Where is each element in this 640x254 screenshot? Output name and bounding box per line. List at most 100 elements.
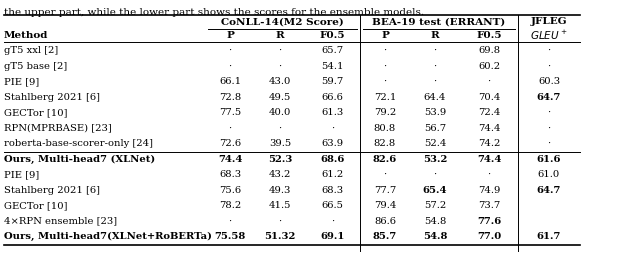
Text: GECTor [10]: GECTor [10] xyxy=(4,108,67,117)
Text: ·: · xyxy=(547,139,550,148)
Text: 74.4: 74.4 xyxy=(218,155,242,164)
Text: 61.6: 61.6 xyxy=(537,155,561,164)
Text: PIE [9]: PIE [9] xyxy=(4,77,39,86)
Text: 77.0: 77.0 xyxy=(477,232,501,241)
Text: ·: · xyxy=(331,217,334,226)
Text: 74.4: 74.4 xyxy=(477,124,500,133)
Text: 69.8: 69.8 xyxy=(478,46,500,55)
Text: GECTor [10]: GECTor [10] xyxy=(4,201,67,210)
Text: 49.3: 49.3 xyxy=(269,186,291,195)
Text: 54.8: 54.8 xyxy=(423,232,447,241)
Text: 54.8: 54.8 xyxy=(424,217,446,226)
Text: RPN(MPRBASE) [23]: RPN(MPRBASE) [23] xyxy=(4,124,112,133)
Text: 77.7: 77.7 xyxy=(374,186,396,195)
Text: 65.7: 65.7 xyxy=(321,46,344,55)
Text: 53.9: 53.9 xyxy=(424,108,446,117)
Text: ·: · xyxy=(547,124,550,133)
Text: 85.7: 85.7 xyxy=(373,232,397,241)
Text: ·: · xyxy=(228,62,232,71)
Text: 61.7: 61.7 xyxy=(537,232,561,241)
Text: 74.4: 74.4 xyxy=(477,155,501,164)
Text: 69.1: 69.1 xyxy=(320,232,345,241)
Text: ·: · xyxy=(547,46,550,55)
Text: 70.4: 70.4 xyxy=(478,93,500,102)
Text: ·: · xyxy=(228,217,232,226)
Text: ·: · xyxy=(278,124,282,133)
Text: JFLEG: JFLEG xyxy=(531,18,567,26)
Text: ·: · xyxy=(383,46,387,55)
Text: 52.3: 52.3 xyxy=(268,155,292,164)
Text: 51.32: 51.32 xyxy=(264,232,296,241)
Text: gT5 xxl [2]: gT5 xxl [2] xyxy=(4,46,58,55)
Text: 72.6: 72.6 xyxy=(219,139,241,148)
Text: 79.4: 79.4 xyxy=(374,201,396,210)
Text: ·: · xyxy=(433,62,436,71)
Text: ·: · xyxy=(547,108,550,117)
Text: 82.8: 82.8 xyxy=(374,139,396,148)
Text: CoNLL-14(M2 Score): CoNLL-14(M2 Score) xyxy=(221,18,344,26)
Text: 79.2: 79.2 xyxy=(374,108,396,117)
Text: 61.0: 61.0 xyxy=(538,170,560,179)
Text: 49.5: 49.5 xyxy=(269,93,291,102)
Text: PIE [9]: PIE [9] xyxy=(4,170,39,179)
Text: R: R xyxy=(276,30,284,40)
Text: F0.5: F0.5 xyxy=(320,30,345,40)
Text: 64.7: 64.7 xyxy=(537,186,561,195)
Text: 66.6: 66.6 xyxy=(321,93,344,102)
Text: 61.3: 61.3 xyxy=(321,108,344,117)
Text: BEA-19 test (ERRANT): BEA-19 test (ERRANT) xyxy=(372,18,506,26)
Text: P: P xyxy=(381,30,389,40)
Text: ·: · xyxy=(488,77,491,86)
Text: 64.7: 64.7 xyxy=(537,93,561,102)
Text: 63.9: 63.9 xyxy=(321,139,344,148)
Text: 4×RPN ensemble [23]: 4×RPN ensemble [23] xyxy=(4,217,117,226)
Text: Stahlberg 2021 [6]: Stahlberg 2021 [6] xyxy=(4,186,100,195)
Text: ·: · xyxy=(228,46,232,55)
Text: 64.4: 64.4 xyxy=(424,93,446,102)
Text: 86.6: 86.6 xyxy=(374,217,396,226)
Text: 72.4: 72.4 xyxy=(478,108,500,117)
Text: 68.3: 68.3 xyxy=(219,170,241,179)
Text: 57.2: 57.2 xyxy=(424,201,446,210)
Text: ·: · xyxy=(331,124,334,133)
Text: ·: · xyxy=(547,62,550,71)
Text: 66.1: 66.1 xyxy=(219,77,241,86)
Text: 41.5: 41.5 xyxy=(269,201,291,210)
Text: 52.4: 52.4 xyxy=(424,139,446,148)
Text: 68.6: 68.6 xyxy=(320,155,345,164)
Text: 43.0: 43.0 xyxy=(269,77,291,86)
Text: the upper part, while the lower part shows the scores for the ensemble models.: the upper part, while the lower part sho… xyxy=(4,8,424,17)
Text: ·: · xyxy=(228,124,232,133)
Text: 78.2: 78.2 xyxy=(219,201,241,210)
Text: 53.2: 53.2 xyxy=(423,155,447,164)
Text: Ours, Multi-head7 (XLNet): Ours, Multi-head7 (XLNet) xyxy=(4,155,156,164)
Text: ·: · xyxy=(383,62,387,71)
Text: F0.5: F0.5 xyxy=(476,30,502,40)
Text: 80.8: 80.8 xyxy=(374,124,396,133)
Text: 65.4: 65.4 xyxy=(423,186,447,195)
Text: 77.6: 77.6 xyxy=(477,217,501,226)
Text: 72.8: 72.8 xyxy=(219,93,241,102)
Text: 77.5: 77.5 xyxy=(219,108,241,117)
Text: ·: · xyxy=(278,217,282,226)
Text: 66.5: 66.5 xyxy=(321,201,344,210)
Text: 40.0: 40.0 xyxy=(269,108,291,117)
Text: $GLEU^+$: $GLEU^+$ xyxy=(531,28,568,42)
Text: Stahlberg 2021 [6]: Stahlberg 2021 [6] xyxy=(4,93,100,102)
Text: 74.2: 74.2 xyxy=(478,139,500,148)
Text: ·: · xyxy=(383,170,387,179)
Text: R: R xyxy=(431,30,440,40)
Text: Method: Method xyxy=(4,30,49,40)
Text: 39.5: 39.5 xyxy=(269,139,291,148)
Text: 74.9: 74.9 xyxy=(478,186,500,195)
Text: 60.3: 60.3 xyxy=(538,77,560,86)
Text: ·: · xyxy=(278,62,282,71)
Text: Ours, Multi-head7(XLNet+RoBERTa): Ours, Multi-head7(XLNet+RoBERTa) xyxy=(4,232,212,241)
Text: 43.2: 43.2 xyxy=(269,170,291,179)
Text: ·: · xyxy=(433,46,436,55)
Text: 68.3: 68.3 xyxy=(321,186,344,195)
Text: 72.1: 72.1 xyxy=(374,93,396,102)
Text: 56.7: 56.7 xyxy=(424,124,446,133)
Text: roberta-base-scorer-only [24]: roberta-base-scorer-only [24] xyxy=(4,139,153,148)
Text: ·: · xyxy=(488,170,491,179)
